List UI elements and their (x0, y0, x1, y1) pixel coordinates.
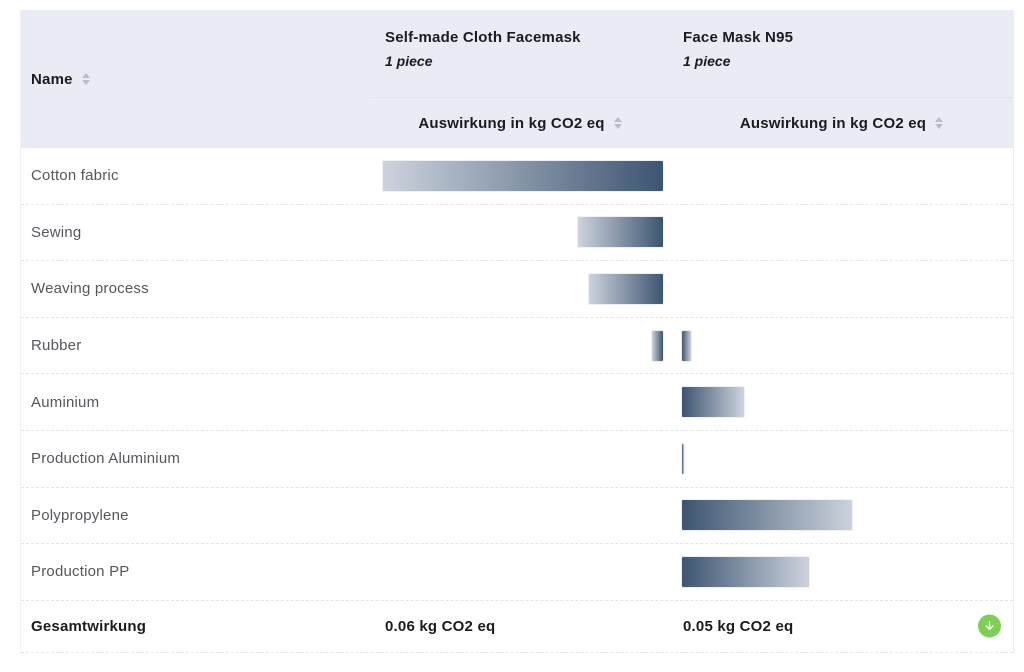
impact-bar-n95 (682, 387, 744, 418)
impact-bar-n95 (682, 500, 852, 531)
column-header-impact-n95[interactable]: Auswirkung in kg CO2 eq (670, 97, 1013, 148)
impact-bar-selfmade (652, 330, 663, 361)
product-name: Face Mask N95 (683, 29, 794, 46)
row-label: Production Aluminium (31, 450, 181, 468)
product-name: Self-made Cloth Facemask (385, 29, 581, 46)
column-header-selfmade: Self-made Cloth Facemask 1 piece Auswirk… (370, 10, 670, 148)
impact-bar-n95 (682, 330, 691, 361)
column-header-name[interactable]: Name (21, 10, 370, 148)
impact-header-label: Auswirkung in kg CO2 eq (739, 114, 927, 132)
product-header-selfmade: Self-made Cloth Facemask 1 piece (370, 10, 670, 97)
table-row: Auminium (21, 374, 1013, 431)
product-header-n95: Face Mask N95 1 piece (670, 10, 1013, 97)
table-row: Production Aluminium (21, 431, 1013, 488)
row-label: Weaving process (31, 280, 149, 298)
total-value-n95: 0.05 kg CO2 eq (683, 617, 794, 635)
total-value-selfmade: 0.06 kg CO2 eq (385, 617, 496, 635)
table-row: Production PP (21, 544, 1013, 601)
sort-icon[interactable] (613, 117, 622, 129)
table-row: Weaving process (21, 261, 1013, 318)
impact-comparison-table: Name Self-made Cloth Facemask 1 piece Au… (20, 10, 1014, 653)
impact-header-label: Auswirkung in kg CO2 eq (418, 114, 605, 132)
total-label: Gesamtwirkung (31, 617, 147, 635)
product-quantity: 1 piece (683, 53, 731, 69)
impact-bar-n95 (682, 556, 809, 587)
name-header-label: Name (31, 70, 73, 88)
column-header-impact-selfmade[interactable]: Auswirkung in kg CO2 eq (370, 97, 670, 148)
table-row: Polypropylene (21, 488, 1013, 545)
row-label: Polypropylene (31, 506, 129, 524)
table-row: Rubber (21, 318, 1013, 375)
total-row: Gesamtwirkung 0.06 kg CO2 eq 0.05 kg CO2… (21, 601, 1013, 653)
impact-bar-selfmade (578, 217, 663, 248)
impact-bar-selfmade (383, 160, 663, 191)
row-label: Auminium (31, 393, 100, 411)
row-label: Sewing (31, 223, 82, 241)
sort-icon[interactable] (935, 117, 944, 129)
column-header-n95: Face Mask N95 1 piece Auswirkung in kg C… (670, 10, 1013, 148)
impact-bar-selfmade (589, 273, 663, 304)
sort-icon[interactable] (81, 73, 90, 85)
impact-bar-n95 (682, 443, 684, 474)
table-row: Cotton fabric (21, 148, 1013, 205)
table-row: Sewing (21, 205, 1013, 262)
download-button[interactable] (978, 614, 1001, 638)
row-label: Production PP (31, 563, 130, 581)
download-arrow-icon (983, 620, 996, 633)
row-label: Rubber (31, 337, 82, 355)
product-quantity: 1 piece (385, 53, 433, 69)
row-label: Cotton fabric (31, 167, 119, 185)
table-header: Name Self-made Cloth Facemask 1 piece Au… (21, 10, 1013, 148)
